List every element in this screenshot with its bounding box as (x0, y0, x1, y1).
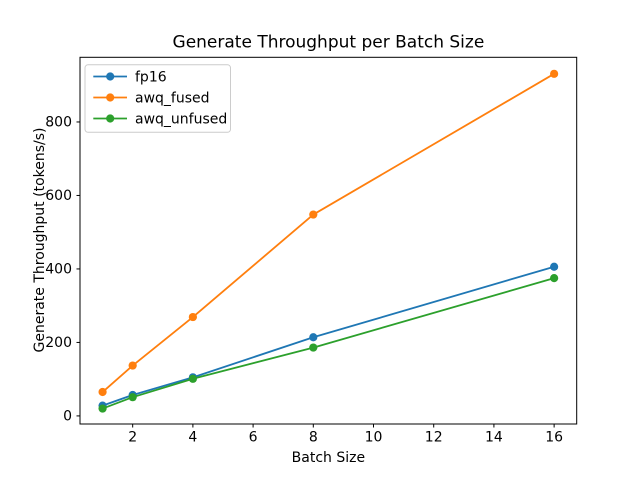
data-point-awq_unfused-batch8 (309, 343, 318, 352)
data-point-awq_unfused-batch4 (188, 374, 197, 383)
data-point-fp16-batch16 (550, 262, 559, 271)
y-tick-label: 800 (45, 114, 72, 130)
x-tick-label: 2 (128, 430, 137, 446)
x-tick-label: 10 (365, 430, 383, 446)
data-point-fp16-batch8 (309, 333, 318, 342)
y-tick-label: 0 (63, 408, 72, 424)
legend: fp16 awq_fused awq_unfused (84, 64, 231, 133)
legend-label-awq_unfused: awq_unfused (135, 111, 227, 127)
x-tick-label: 12 (425, 430, 443, 446)
data-point-awq_fused-batch2 (128, 361, 137, 370)
series-line-awq_unfused (101, 277, 556, 410)
legend-marker-fp16 (106, 72, 115, 81)
legend-item-awq_fused: awq_fused (93, 90, 210, 106)
legend-item-fp16: fp16 (93, 69, 167, 85)
y-tick-label: 400 (45, 261, 72, 277)
data-point-awq_unfused-batch2 (128, 393, 137, 402)
legend-label-awq_fused: awq_fused (135, 90, 210, 106)
data-point-awq_fused-batch1 (98, 387, 107, 397)
legend-item-awq_unfused: awq_unfused (93, 111, 227, 127)
legend-box (84, 64, 231, 133)
legend-marker-awq_unfused (106, 114, 115, 123)
y-axis-label: Generate Throughput (tokens/s) (32, 128, 48, 353)
x-tick-label: 6 (249, 430, 258, 446)
data-point-awq_unfused-batch16 (550, 274, 559, 283)
data-point-awq_fused-batch8 (309, 210, 318, 219)
x-tick-label: 8 (309, 430, 318, 446)
x-tick-label: 14 (485, 430, 503, 446)
x-axis-label: Batch Size (292, 450, 365, 466)
data-point-awq_fused-batch4 (188, 312, 197, 322)
data-point-awq_fused-batch16 (550, 69, 559, 78)
x-tick-label: 4 (188, 430, 197, 446)
chart-title: Generate Throughput per Batch Size (173, 33, 485, 53)
axes-ticks: 2 4 6 8 10 12 14 16 0 200 400 600 800 (45, 114, 563, 445)
plot-area (79, 56, 578, 425)
y-tick-label: 600 (45, 188, 72, 204)
legend-label-fp16: fp16 (135, 69, 167, 85)
legend-marker-awq_fused (106, 93, 115, 102)
x-tick-label: 16 (545, 430, 563, 446)
y-tick-label: 200 (45, 335, 72, 351)
data-series (98, 69, 559, 413)
data-point-awq_unfused-batch1 (98, 404, 107, 413)
